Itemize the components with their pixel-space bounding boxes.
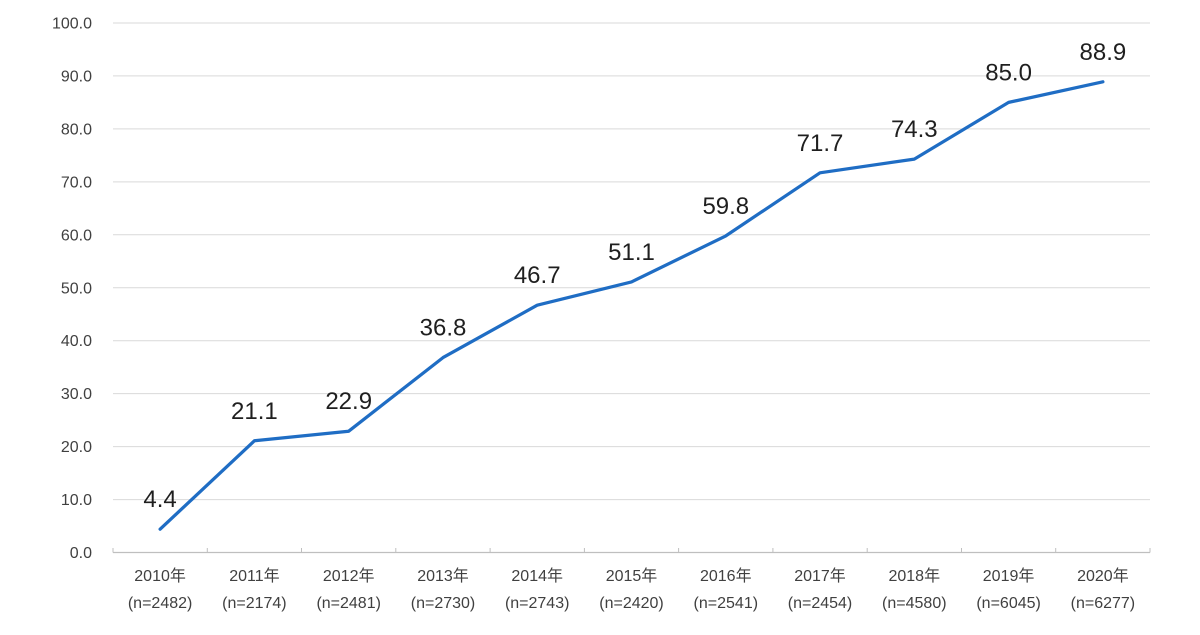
- x-tick-label-year: 2019年: [983, 567, 1035, 585]
- x-tick-label-n: (n=2482): [128, 595, 193, 612]
- data-label: 59.8: [702, 193, 749, 220]
- data-label: 74.3: [891, 116, 938, 143]
- x-tick-label-year: 2013年: [417, 567, 469, 585]
- x-tick-label-n: (n=2454): [788, 595, 853, 612]
- y-tick-label: 70.0: [61, 174, 92, 191]
- y-tick-label: 40.0: [61, 333, 92, 350]
- x-tick-label-n: (n=6277): [1071, 595, 1136, 612]
- y-tick-label: 60.0: [61, 227, 92, 244]
- data-label: 88.9: [1080, 39, 1127, 66]
- data-label: 46.7: [514, 262, 561, 289]
- x-tick-label-year: 2012年: [323, 567, 375, 585]
- y-tick-label: 90.0: [61, 68, 92, 85]
- x-tick-label-year: 2014年: [511, 567, 563, 585]
- y-tick-label: 0.0: [70, 545, 92, 562]
- data-label: 71.7: [797, 130, 844, 157]
- x-tick-label-n: (n=6045): [976, 595, 1041, 612]
- x-tick-label-n: (n=2420): [599, 595, 664, 612]
- y-tick-label: 80.0: [61, 121, 92, 138]
- x-tick-label-year: 2011年: [229, 567, 279, 585]
- data-label: 36.8: [420, 315, 467, 342]
- y-tick-label: 20.0: [61, 439, 92, 456]
- data-label: 51.1: [608, 239, 655, 266]
- data-label: 22.9: [325, 388, 372, 415]
- x-tick-label-n: (n=4580): [882, 595, 947, 612]
- x-tick-label-n: (n=2730): [411, 595, 476, 612]
- x-tick-label-year: 2020年: [1077, 567, 1129, 585]
- y-tick-label: 50.0: [61, 280, 92, 297]
- x-tick-label-year: 2017年: [794, 567, 846, 585]
- data-label: 21.1: [231, 398, 278, 425]
- y-tick-label: 30.0: [61, 386, 92, 403]
- data-label: 85.0: [985, 59, 1032, 86]
- data-label: 4.4: [143, 486, 176, 513]
- x-tick-label-n: (n=2541): [694, 595, 759, 612]
- x-tick-label-year: 2015年: [606, 567, 658, 585]
- x-tick-label-year: 2010年: [134, 567, 186, 585]
- x-tick-label-year: 2018年: [888, 567, 940, 585]
- x-tick-label-n: (n=2481): [316, 595, 381, 612]
- x-tick-label-n: (n=2743): [505, 595, 570, 612]
- x-tick-label-n: (n=2174): [222, 595, 287, 612]
- x-tick-label-year: 2016年: [700, 567, 752, 585]
- data-line: [158, 80, 1105, 531]
- y-tick-label: 10.0: [61, 492, 92, 509]
- y-tick-label: 100.0: [52, 16, 92, 33]
